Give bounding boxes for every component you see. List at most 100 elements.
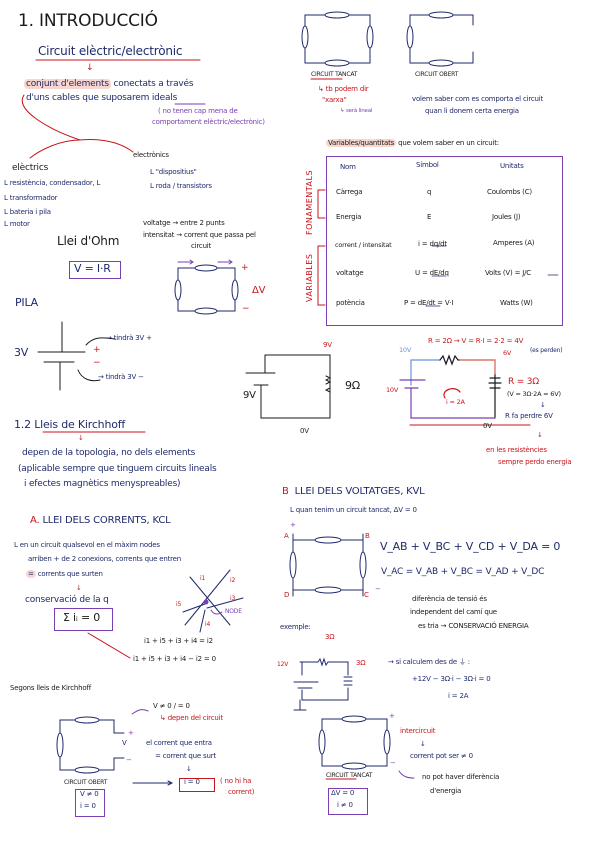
table-cell: i = dq/dt (418, 240, 447, 248)
kcl-line-2: arriben + de 2 conexions, corrents que e… (28, 555, 182, 563)
battery-symbol (37, 321, 116, 391)
example-label: exemple: (280, 623, 311, 631)
definition-line-1: conjunt d'elements conectats a través (24, 79, 194, 89)
minus-sign: − (390, 759, 396, 767)
electrics-item: L motor (4, 220, 30, 228)
minus-sign: − (375, 585, 381, 593)
voltage-note: V ≠ 0 / = 0 (153, 702, 190, 710)
electrics-item: L bateria i pila (4, 208, 51, 216)
voltage-note-2: ↳ depen del circuit (160, 714, 223, 722)
example-circuit (293, 657, 353, 711)
closed-circuit-bottom (318, 715, 415, 779)
table-cell: Coulombs (C) (487, 188, 532, 196)
kcl-equation-2: i1 + i5 + i3 + i4 − i2 = 0 (133, 655, 216, 663)
zero-current-box (179, 778, 215, 792)
example-equation: +12V − 3Ω·i − 3Ω·i = 0 (412, 675, 491, 683)
arrow-down-icon: ↓ (186, 765, 192, 773)
source-voltage: 10V (386, 386, 399, 394)
kirchhoff-line-2: (aplicable sempre que tinguem circuits l… (18, 464, 217, 474)
nine-volt-circuit (245, 354, 332, 419)
short-circuit-note-3: d'energia (430, 787, 462, 795)
kvl-equation-1: V_AB + V_BC + V_CD + V_DA = 0 (380, 540, 561, 553)
node-a: A (284, 532, 289, 540)
arrow-down-icon: ↓ (86, 63, 94, 73)
ohm-formula: V = I·R (74, 262, 111, 275)
plus-sign: + (128, 729, 134, 737)
source-voltage: 9V (243, 390, 256, 401)
r2-result: R fa perdre 6V (505, 412, 553, 420)
arrow-down-icon: ↓ (420, 740, 426, 748)
voltage-top-left: 10V (399, 346, 412, 354)
node-label: NODE (225, 608, 242, 615)
conservation-label: conservació de la q (25, 595, 109, 605)
fundamental-bracket (317, 189, 326, 219)
minus-sign: − (126, 756, 132, 764)
ohm-circuit-diagram (174, 259, 239, 315)
battery-voltage: 3V (14, 346, 29, 359)
open-circuit-diagram (406, 11, 474, 67)
ohm-formula-box (69, 261, 121, 279)
intensity-definition: intensitat → corrent que passa pel (143, 231, 256, 239)
open-box-line-2: i = 0 (80, 802, 96, 810)
table-cell: Watts (W) (500, 299, 533, 307)
table-cell: U = dE/dq (415, 269, 449, 277)
electrics-item: L resistència, condensador, L (4, 179, 101, 187)
table-cell: Energia (336, 213, 362, 221)
table-cell: Joules (J) (492, 213, 521, 221)
ideal-note-2: comportament elèctric/electrònic) (152, 118, 265, 126)
battery-plus-note: → tindrà 3V + (106, 334, 152, 342)
kvl-note-3: es tria → CONSERVACIÓ ENERGIA (418, 622, 529, 630)
table-cell: corrent / intensitat (335, 241, 392, 249)
electronics-item: L roda / transistors (150, 182, 212, 190)
arrow-down-icon: ↓ (76, 584, 82, 592)
conclusion-line-1: en les resistències (486, 446, 547, 454)
table-cell: P = dE/dt = V·I (404, 299, 454, 307)
node-c: C (364, 591, 369, 599)
arrow-down-icon: ↓ (540, 401, 546, 409)
r1-note: (es perden) (530, 347, 563, 354)
delta-v-label: ΔV (252, 285, 266, 296)
current-label: i4 (205, 621, 211, 628)
arrow-down-icon: ↓ (537, 431, 543, 439)
minus-sign: − (93, 358, 101, 368)
plus-sign: + (389, 712, 395, 720)
definition-line-2: d'uns cables que suposarem ideals (26, 93, 178, 103)
kvl-note-1: diferència de tensió és (412, 595, 487, 603)
page-title: 1. INTRODUCCIÓ (18, 11, 158, 31)
electronics-item: L "dispositius" (150, 168, 197, 176)
pila-title: PILA (15, 296, 38, 309)
section-subtitle: Circuit elèctric/electrònic (38, 44, 183, 58)
open-circuit-bottom (56, 709, 174, 786)
variables-bracket (317, 245, 326, 306)
ohm-title: Llei d'Ohm (57, 234, 120, 248)
ideal-note-1: ( no tenen cap mena de (158, 107, 238, 115)
open-circuit-label: CIRCUIT OBERT (415, 71, 459, 78)
example-r1: 3Ω (325, 633, 335, 641)
electrics-title: elèctrics (12, 163, 49, 173)
current-label: i = 2A (446, 398, 465, 406)
r2-calculation: (V = 3Ω·2A = 6V) (507, 390, 561, 398)
linear-note: ↳ serà lineal (340, 108, 373, 114)
kcl-formula: Σ iᵢ = 0 (63, 611, 101, 624)
goal-line-2: quan li donem certa energia (425, 107, 519, 115)
short-circuit-label: intercircuit (400, 727, 436, 735)
bottom-voltage: 0V (483, 422, 492, 430)
fundamental-group-label: FONAMENTALS (305, 169, 314, 235)
zero-current-note-1: ( no hi ha (220, 777, 252, 785)
closed-circuit-box (328, 788, 368, 815)
node-d: D (284, 591, 290, 599)
example-result: i = 2A (448, 692, 469, 700)
table-cell: q (427, 188, 432, 196)
example-voltage: 12V (277, 661, 289, 668)
bottom-voltage: 0V (300, 427, 309, 435)
current-label: i3 (230, 595, 236, 602)
closed-circuit-label: CIRCUIT TANCAT (311, 71, 358, 78)
variables-group-label: VARIABLES (305, 253, 314, 302)
table-cell: Amperes (A) (493, 239, 535, 247)
kcl-line-1: L en un circuit qualsevol en el màxim no… (14, 541, 160, 549)
zero-current: i = 0 (184, 778, 200, 786)
kvl-note-2: independent del camí que (410, 608, 497, 616)
kvl-equation-2: V_AC = V_AB + V_BC = V_AD + V_DC (381, 567, 545, 577)
voltage-label: V (122, 739, 127, 747)
